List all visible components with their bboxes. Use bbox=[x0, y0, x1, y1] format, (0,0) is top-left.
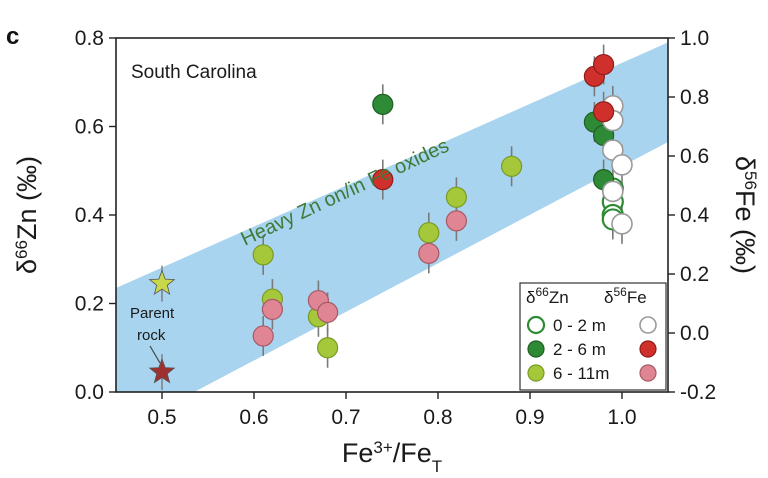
y-left-axis-title: δ66Zn (‰) bbox=[12, 156, 43, 274]
x-tick-label: 1.0 bbox=[607, 406, 636, 429]
data-point-light-green bbox=[418, 222, 440, 244]
y-left-tick-label: 0.8 bbox=[75, 27, 104, 50]
y-right-axis-title: δ56Fe (‰) bbox=[730, 156, 761, 274]
y-left-tick-label: 0.0 bbox=[75, 381, 104, 404]
data-point-pink bbox=[418, 242, 440, 264]
y-left-tick-label: 0.4 bbox=[75, 204, 105, 227]
data-point-pink bbox=[317, 301, 339, 323]
x-tick-label: 0.6 bbox=[239, 406, 268, 429]
legend-entry-label: 0 - 2 m bbox=[553, 316, 606, 335]
legend-marker-zn bbox=[527, 364, 545, 382]
tick-layer: 0.5 0.6 0.7 0.8 0.9 1.0 0.0 0.2 0.4 0.6 0.8 -0.2 0.0… bbox=[75, 27, 716, 429]
data-point-light-green bbox=[445, 186, 467, 208]
data-point-red bbox=[592, 53, 615, 76]
parent-rock-star bbox=[148, 357, 176, 384]
x-tick-label: 0.5 bbox=[147, 406, 176, 429]
panel-label: c bbox=[6, 23, 19, 50]
parent-rock-pointer bbox=[149, 345, 161, 364]
y-right-tick-label: 0.0 bbox=[680, 322, 709, 345]
legend-marker-zn bbox=[526, 315, 546, 335]
heavy-zn-band bbox=[116, 42, 668, 392]
x-axis-title: Fe3+/FeT bbox=[342, 438, 442, 476]
x-tick-label: 0.9 bbox=[515, 406, 544, 429]
data-point-pink bbox=[261, 298, 283, 320]
data-point-open-grey bbox=[601, 180, 624, 203]
y-right-tick-label: 0.6 bbox=[680, 145, 709, 168]
data-point-light-green bbox=[317, 337, 339, 359]
data-point-dark-green bbox=[372, 93, 394, 115]
data-point-open-grey bbox=[611, 154, 633, 176]
legend-entry-label: 6 - 11m bbox=[553, 364, 609, 383]
legend-entry-label: 2 - 6 m bbox=[553, 340, 606, 359]
legend-header-fe: δ56Fe bbox=[604, 285, 647, 307]
data-point-red bbox=[372, 169, 394, 191]
data-point-layer bbox=[148, 44, 633, 391]
parent-rock-star bbox=[148, 269, 176, 296]
y-left-tick-label: 0.6 bbox=[75, 116, 104, 139]
legend-marker-fe bbox=[639, 340, 657, 358]
y-right-tick-label: 0.4 bbox=[680, 204, 710, 227]
data-point-open-grey bbox=[611, 213, 633, 235]
region-label: South Carolina bbox=[131, 62, 257, 83]
x-tick-label: 0.7 bbox=[331, 406, 360, 429]
legend-header-zn: δ66Zn bbox=[526, 285, 569, 307]
parent-rock-label: Parent bbox=[130, 305, 175, 322]
legend-marker-fe bbox=[639, 316, 657, 334]
data-point-red bbox=[592, 101, 615, 123]
data-point-pink bbox=[445, 210, 467, 232]
data-point-pink bbox=[252, 325, 274, 347]
legend-marker-zn bbox=[527, 340, 545, 358]
data-point-light-green bbox=[252, 244, 274, 266]
y-right-tick-label: 0.8 bbox=[680, 86, 709, 109]
heavy-zn-band-layer bbox=[116, 42, 668, 392]
x-tick-label: 0.8 bbox=[423, 406, 452, 429]
legend-marker-fe bbox=[639, 364, 657, 382]
y-right-tick-label: 1.0 bbox=[680, 27, 709, 50]
parent-rock-label-line2: rock bbox=[137, 327, 166, 344]
y-left-tick-label: 0.2 bbox=[75, 293, 104, 316]
y-right-tick-label: 0.2 bbox=[680, 263, 709, 286]
legend: δ66Zn δ56Fe 0 - 2 m 2 - 6 m 6 - 11m bbox=[519, 282, 667, 391]
data-point-light-green bbox=[501, 155, 523, 177]
y-right-tick-label: -0.2 bbox=[680, 381, 716, 404]
